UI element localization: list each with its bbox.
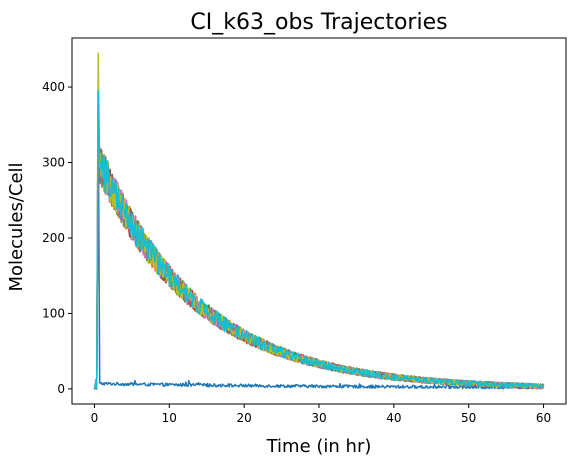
x-axis-label: Time (in hr) bbox=[266, 436, 372, 457]
series-line-1 bbox=[95, 121, 544, 389]
x-tick-label: 0 bbox=[91, 411, 99, 425]
y-axis-label: Molecules/Cell bbox=[6, 162, 27, 291]
chart-title: CI_k63_obs Trajectories bbox=[190, 10, 447, 35]
plot-frame bbox=[72, 38, 566, 404]
y-tick-label: 0 bbox=[57, 382, 65, 396]
y-tick-label: 200 bbox=[42, 231, 65, 245]
x-tick-label: 60 bbox=[536, 411, 551, 425]
x-tick-label: 20 bbox=[237, 411, 252, 425]
series-line-0 bbox=[95, 91, 544, 389]
y-tick-label: 400 bbox=[42, 80, 65, 94]
x-tick-label: 30 bbox=[311, 411, 326, 425]
series-line-9 bbox=[95, 91, 544, 389]
y-tick-label: 300 bbox=[42, 156, 65, 170]
x-tick-label: 50 bbox=[461, 411, 476, 425]
series-line-6 bbox=[95, 117, 544, 389]
series-line-8 bbox=[95, 53, 544, 389]
x-tick-label: 40 bbox=[386, 411, 401, 425]
x-tick-label: 10 bbox=[162, 411, 177, 425]
y-tick-label: 100 bbox=[42, 306, 65, 320]
